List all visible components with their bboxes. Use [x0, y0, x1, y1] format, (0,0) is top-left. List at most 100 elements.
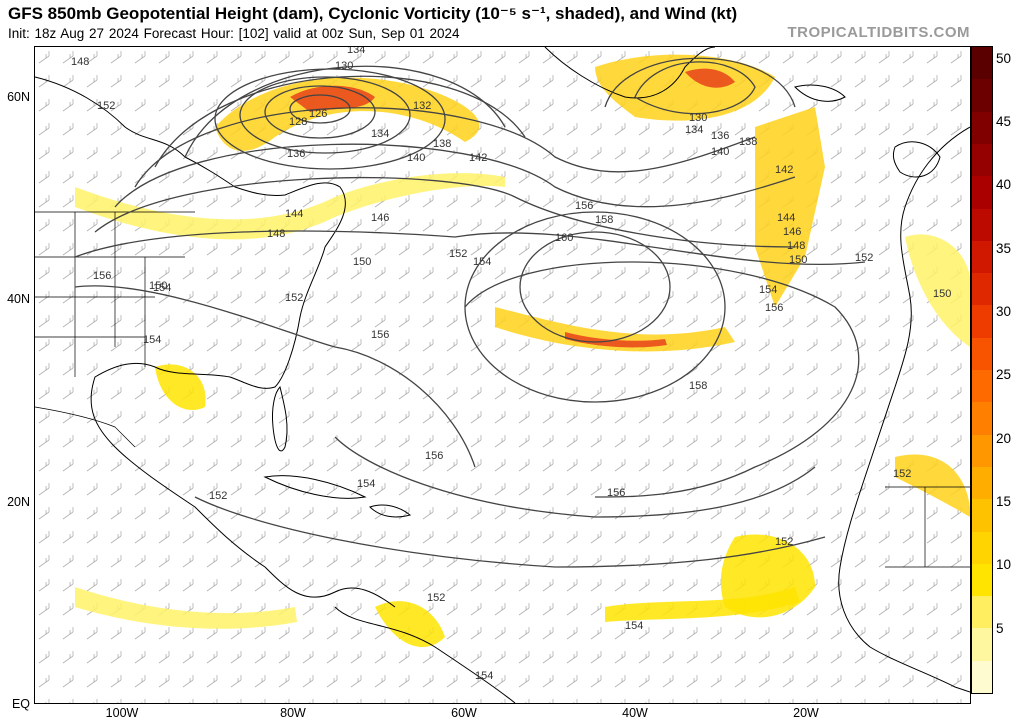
vorticity-core-central	[565, 332, 667, 348]
contour-130	[239, 76, 411, 154]
contour-label: 156	[425, 450, 443, 462]
contour-label: 136	[287, 148, 305, 160]
contour-label: 154	[625, 620, 643, 632]
lat-label-40n: 40N	[7, 292, 30, 306]
contour-label: 154	[759, 284, 777, 296]
contour-label: 134	[685, 124, 703, 136]
contour-label: 152	[427, 592, 445, 604]
colorbar-segment	[972, 499, 992, 532]
contour-label: 154	[153, 282, 171, 294]
contour-label: 126	[309, 108, 327, 120]
colorbar-segment	[972, 79, 992, 112]
vorticity-east-coast	[75, 173, 505, 240]
contour-label: 140	[711, 146, 729, 158]
chart-subtitle: Init: 18z Aug 27 2024 Forecast Hour: [10…	[8, 26, 460, 41]
contour-label: 152	[209, 490, 227, 502]
contour-label: 158	[595, 214, 613, 226]
colorbar-tick-label: 10	[996, 557, 1012, 573]
contour-label: 152	[893, 468, 911, 480]
colorbar-tick-label: 15	[996, 494, 1012, 509]
vorticity-northwest-africa	[895, 454, 970, 517]
contour-label: 150	[353, 256, 371, 268]
vorticity-iberia	[905, 234, 970, 347]
contour-126	[289, 94, 351, 124]
contour-label: 134	[347, 47, 365, 56]
contour-152	[74, 230, 866, 266]
contour-156-east	[464, 261, 860, 498]
colorbar-segment	[972, 111, 992, 144]
contour-label: 154	[475, 670, 493, 682]
contour-label: 142	[469, 152, 487, 164]
contour-label: 134	[371, 128, 389, 140]
lon-label-20w: 20W	[793, 706, 819, 720]
map-panel: 148 152 134 130 126 128 132 134 136 140 138 142 144 1…	[34, 46, 971, 704]
colorbar-segment	[972, 434, 992, 467]
contour-label: 146	[783, 226, 801, 238]
contour-label: 130	[689, 112, 707, 124]
greenland-coast	[544, 47, 716, 99]
contour-label: 132	[413, 100, 431, 112]
colorbar-segment	[972, 628, 992, 661]
border-mexico	[35, 406, 136, 448]
colorbar-segment	[972, 660, 992, 693]
contour-label: 148	[267, 228, 285, 240]
contour-128	[264, 85, 376, 139]
north-america-coast	[35, 76, 396, 608]
colorbar-segment	[972, 47, 992, 80]
colorbar-tick-label: 5	[996, 620, 1004, 636]
contour-label: 156	[371, 329, 389, 341]
colorbar-segment	[972, 208, 992, 241]
colorbar-segment	[972, 176, 992, 209]
colorbar-segment	[972, 596, 992, 629]
contour-160	[519, 231, 671, 343]
coastlines	[35, 47, 970, 703]
colorbar-tick-label: 40	[996, 177, 1012, 193]
colorbar-tick-label: 20	[996, 430, 1012, 446]
colorbar-tick-label: 25	[996, 367, 1012, 383]
contour-label: 158	[689, 380, 707, 392]
contour-label: 156	[765, 302, 783, 314]
contour-label: 136	[711, 130, 729, 142]
vorticity-tropical-west	[75, 587, 297, 629]
contour-label: 154	[143, 334, 161, 346]
contour-label: 154	[357, 478, 375, 490]
lon-label-100w: 100W	[105, 706, 139, 720]
contour-136	[154, 75, 526, 168]
border-africa	[885, 486, 970, 568]
colorbar-segment	[972, 240, 992, 274]
lon-label-40w: 40W	[622, 706, 648, 720]
florida	[272, 386, 288, 452]
contour-label: 138	[739, 136, 757, 148]
vorticity-patch-hudson	[215, 77, 480, 151]
site-brand: TROPICALTIDBITS.COM	[787, 24, 970, 41]
contour-156-west	[74, 285, 476, 468]
colorbar-segment	[972, 143, 992, 177]
contour-label: 140	[407, 152, 425, 164]
iceland	[794, 84, 846, 102]
vorticity-band-east	[755, 107, 825, 307]
lat-label-60n: 60N	[7, 90, 30, 104]
colorbar-segment	[972, 370, 992, 403]
contour-label: 150	[789, 254, 807, 266]
contour-label: 144	[285, 208, 303, 220]
south-america-coast	[334, 606, 516, 703]
contour-144	[114, 143, 796, 208]
lat-label-eq: EQ	[11, 697, 30, 711]
colorbar-segment	[972, 563, 992, 597]
contour-label: 152	[285, 292, 303, 304]
contour-label: 154	[473, 256, 491, 268]
contour-label: 160	[555, 232, 573, 244]
british-isles	[892, 141, 941, 178]
colorbar-segment	[972, 305, 992, 338]
contour-154	[334, 436, 816, 518]
colorbar-segment	[972, 531, 992, 564]
contour-greenland-130	[634, 61, 756, 115]
colorbar-tick-label: 45	[996, 114, 1012, 129]
contour-152-south	[194, 496, 826, 568]
vorticity-core-greenland	[685, 68, 735, 88]
vorticity-band-central	[495, 307, 735, 352]
colorbar-tick-label: 30	[996, 304, 1012, 319]
colorbar-tick-label: 35	[996, 240, 1012, 256]
